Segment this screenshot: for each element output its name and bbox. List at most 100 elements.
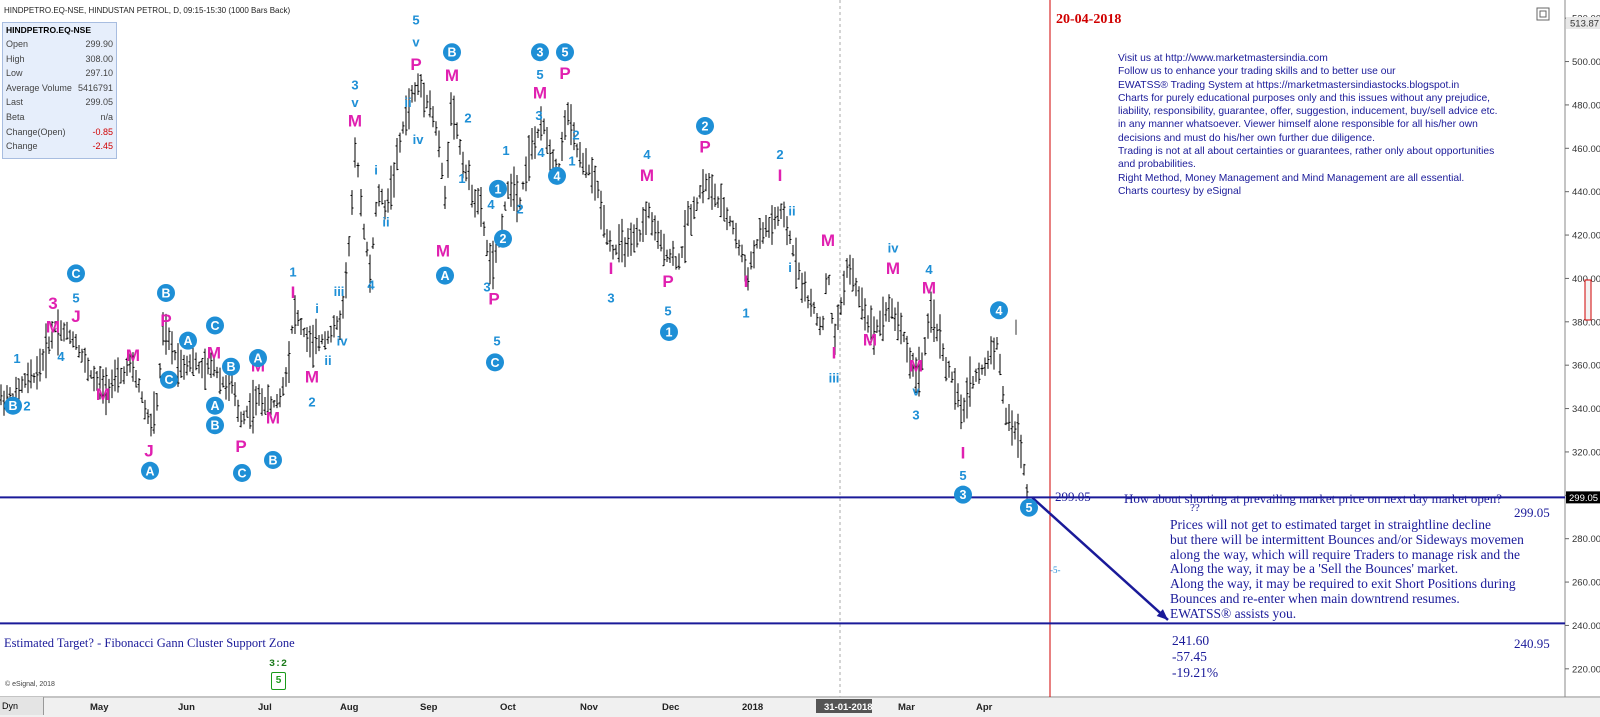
wave-label: ii (324, 353, 331, 368)
circled-label-circle (222, 357, 240, 376)
disclaimer-line: in any manner whatsoever. Viewer himself… (1118, 119, 1478, 131)
wave-label: M (96, 385, 110, 404)
circled-label-circle (696, 116, 714, 135)
panel-row: Change -2.45 (3, 139, 116, 154)
y-tick-label: 340.00 (1572, 404, 1600, 415)
x-tick-label: Nov (580, 702, 599, 713)
circled-label-circle (494, 229, 512, 248)
circled-label-circle (954, 485, 972, 504)
wave-label: 5 (72, 290, 79, 305)
panel-row-label: Beta (6, 111, 25, 122)
dyn-button[interactable]: Dyn (0, 697, 44, 715)
y-tick-label: 400.00 (1572, 274, 1600, 285)
wave-label: 4 (487, 197, 495, 212)
disclaimer-text: Visit us at http://www.marketmastersindi… (1118, 52, 1538, 198)
x-tick-label: Mar (898, 702, 915, 713)
wave-label: ii (382, 214, 389, 229)
y-tick-label: 260.00 (1572, 578, 1600, 589)
circled-label-circle (436, 266, 454, 285)
disclaimer-line: Trading is not at all about certainties … (1118, 146, 1495, 158)
wave-label: 3 (607, 290, 614, 305)
x-tick-label: Apr (976, 702, 993, 713)
circled-label: A (210, 399, 219, 413)
wave-label: M (922, 279, 936, 298)
panel-row-value: -2.45 (92, 141, 113, 152)
circled-label: 2 (702, 119, 709, 133)
circled-label: C (164, 373, 173, 387)
wave-label: P (160, 311, 171, 330)
wave-label: 4 (57, 349, 65, 364)
wave-label: M (533, 83, 547, 102)
circled-label: B (226, 360, 235, 374)
panel-row: Average Volume 5416791 (3, 81, 116, 96)
circled-label: C (237, 466, 246, 480)
disclaimer-line: Charts courtesy by eSignal (1118, 185, 1242, 197)
panel-row-label: Open (6, 39, 29, 49)
commentary-line: Along the way, it may be required to exi… (1170, 576, 1516, 592)
wave-label: 3 (48, 294, 57, 313)
circled-label-circle (160, 370, 178, 389)
wave-label: 2 (572, 128, 579, 143)
wave-label: ii (404, 95, 411, 110)
wave-label: 2 (516, 201, 523, 216)
commentary-line: Prices will not get to estimated target … (1170, 517, 1492, 532)
x-tick-label: Aug (340, 702, 359, 713)
circled-label-circle (4, 396, 22, 415)
wave-label: 2 (308, 394, 315, 409)
x-tick-label: 31-01-2018 (824, 702, 873, 713)
x-tick-label: Dec (662, 702, 679, 713)
y-tick-label: 420.00 (1572, 231, 1600, 242)
circled-label: 5 (1026, 501, 1033, 515)
wave-label: i (374, 162, 378, 177)
wave-label: 4 (643, 147, 651, 162)
panel-row: Change(Open) -0.85 (3, 125, 116, 140)
shorting-question: How about shorting at prevailing market … (1124, 491, 1502, 506)
y-tick-label: 360.00 (1572, 361, 1600, 372)
y-tick-label: 280.00 (1572, 534, 1600, 545)
wave-label: P (662, 272, 673, 291)
last-price-right-label: 299.05 (1514, 505, 1550, 520)
y-tick-label: 320.00 (1572, 447, 1600, 458)
maximize-icon[interactable] (1536, 7, 1550, 21)
circled-label-circle (206, 316, 224, 335)
last-price-tag (1566, 491, 1600, 504)
scroll-marker[interactable] (1584, 279, 1592, 321)
disclaimer-line: and probabilities. (1118, 159, 1196, 171)
circled-label-circle (443, 43, 461, 62)
circled-label: A (183, 334, 192, 348)
circled-label-circle (233, 463, 251, 482)
wave-label: 1 (502, 143, 509, 158)
wave-label: I (961, 443, 966, 462)
disclaimer-line: Right Method, Money Management and Mind … (1118, 172, 1465, 184)
panel-row: Low 297.10 (3, 66, 116, 81)
projection-arrowhead (1156, 609, 1168, 620)
circled-label-circle (179, 331, 197, 350)
chart-title: HINDPETRO.EQ-NSE, HINDUSTAN PETROL, D, 0… (4, 6, 291, 15)
wave-label: M (305, 368, 319, 387)
wave-label: 1 (568, 154, 575, 169)
wave-label: iv (337, 334, 349, 349)
wave-label: 5 (493, 334, 500, 349)
commentary-line: Bounces and re-enter when main downtrend… (1170, 590, 1460, 606)
panel-row: Beta n/a (3, 110, 116, 125)
panel-row-value: n/a (100, 111, 113, 122)
wave-label: iii (829, 371, 840, 386)
wave-label: P (235, 437, 246, 456)
wave-label: 3 (351, 78, 358, 93)
circled-label-circle (264, 450, 282, 469)
circled-label: 4 (554, 169, 561, 183)
wave-label: iv (413, 132, 425, 147)
panel-row-label: Average Volume (6, 82, 72, 93)
circled-label: C (71, 267, 80, 281)
wave-label: M (886, 259, 900, 278)
circled-label-circle (556, 43, 574, 62)
wave-five-mark: -5- (1050, 565, 1061, 575)
wave-label: v (412, 34, 420, 49)
wave-label: I (832, 344, 837, 363)
panel-row-label: High (6, 53, 25, 64)
circled-label-circle (67, 264, 85, 283)
x-tick-label: 2018 (742, 702, 763, 713)
wave-label: v (912, 384, 920, 399)
symbol-info-panel: HINDPETRO.EQ-NSE Open 299.90 High 308.00 Low… (2, 22, 117, 159)
